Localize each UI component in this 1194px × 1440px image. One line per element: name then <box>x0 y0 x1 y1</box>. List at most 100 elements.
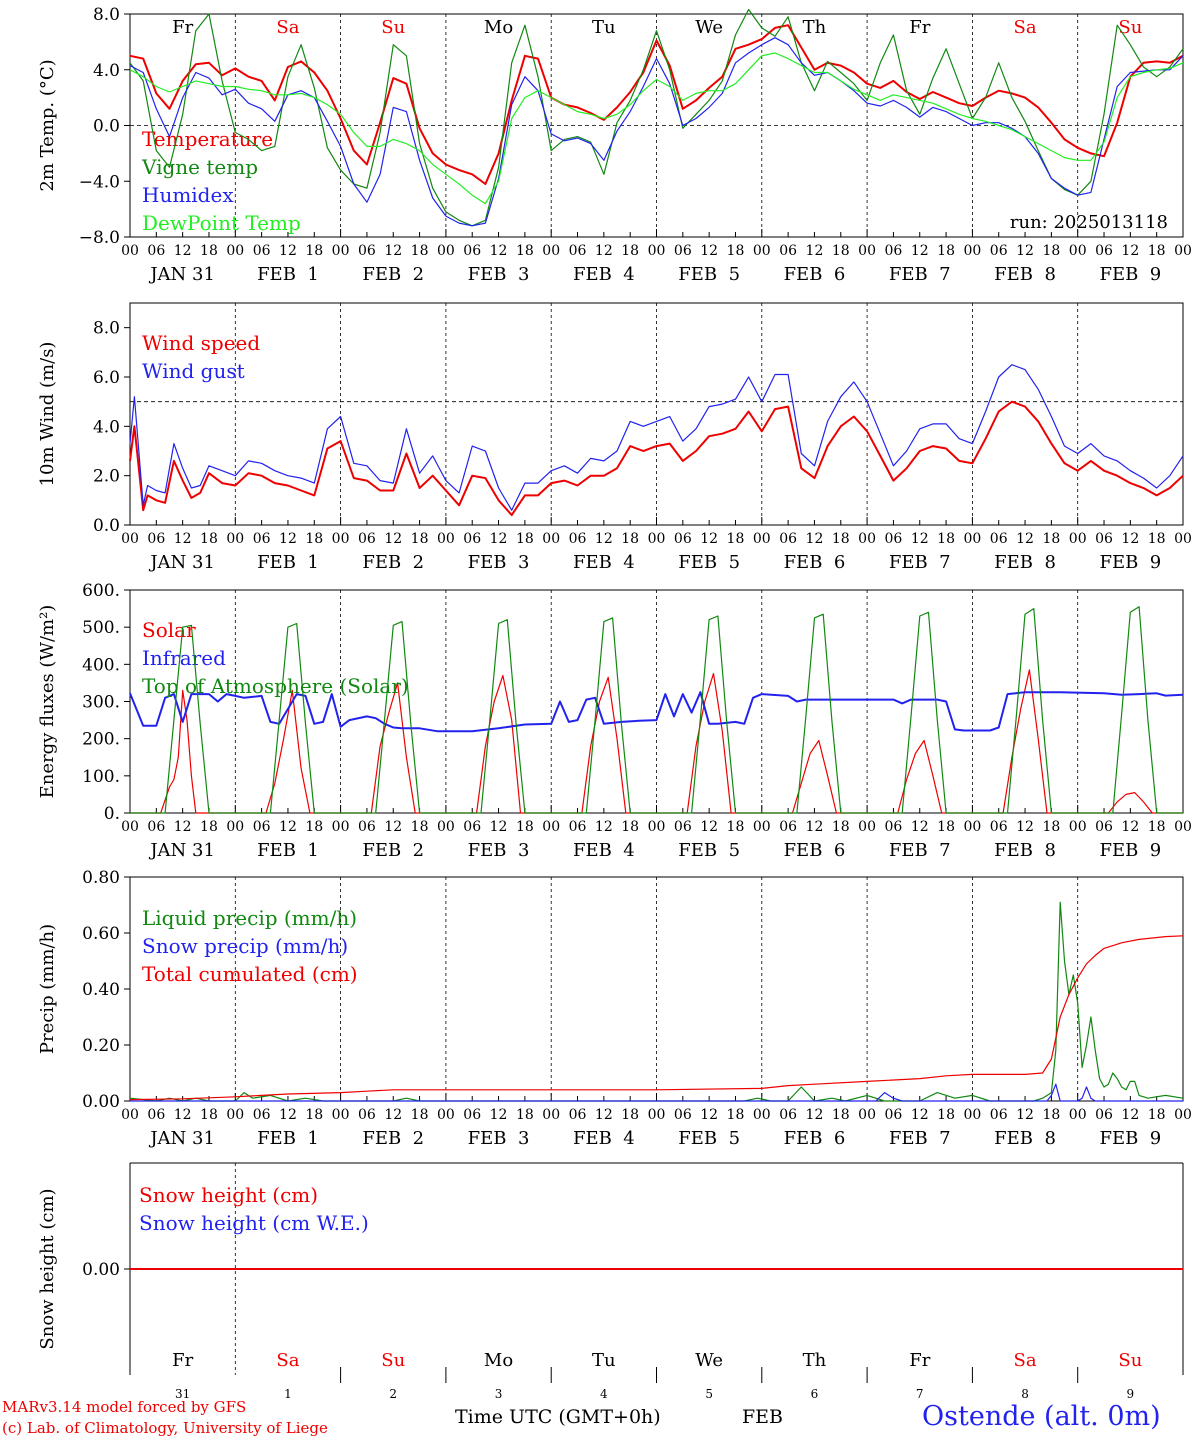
x-hour-label: 12 <box>700 1107 718 1123</box>
x-hour-label: 00 <box>121 531 139 547</box>
x-hour-label: 06 <box>779 819 797 835</box>
x-hour-label: 06 <box>674 1107 692 1123</box>
series-line-3 <box>130 606 1183 814</box>
x-hour-label: 06 <box>990 819 1008 835</box>
x-date-label: FEB 3 <box>468 552 530 573</box>
x-hour-label: 06 <box>674 531 692 547</box>
x-hour-label: 18 <box>1042 1107 1060 1123</box>
legend-entry: Temperature <box>142 127 273 151</box>
x-date-label: FEB 6 <box>784 264 846 285</box>
weekday-label: Sa <box>276 1350 299 1371</box>
legend-entry: Vigne temp <box>141 155 258 179</box>
day-number-label: 6 <box>811 1387 819 1401</box>
x-date-label: FEB 5 <box>678 840 740 861</box>
y-axis-label: Snow height (cm) <box>37 1188 58 1349</box>
weekday-label: We <box>695 17 723 38</box>
weekday-label: Fr <box>909 1350 930 1371</box>
x-hour-label: 06 <box>990 531 1008 547</box>
y-tick-label: 8.0 <box>93 319 120 339</box>
x-date-label: FEB 3 <box>468 840 530 861</box>
x-hour-label: 06 <box>1095 1107 1113 1123</box>
x-date-label: FEB 1 <box>257 264 319 285</box>
x-hour-label: 18 <box>1148 531 1166 547</box>
x-date-label: FEB 2 <box>362 1128 424 1149</box>
legend-entry: Top of Atmosphere (Solar) <box>142 674 409 698</box>
weekday-label: Su <box>381 17 405 38</box>
x-date-label: FEB 6 <box>784 1128 846 1149</box>
x-hour-label: 00 <box>1174 531 1192 547</box>
x-hour-label: 06 <box>463 1107 481 1123</box>
x-hour-label: 00 <box>858 531 876 547</box>
legend-entry: Wind gust <box>142 359 245 383</box>
weekday-label: Th <box>803 17 827 38</box>
y-tick-label: 0.0 <box>93 516 120 536</box>
x-hour-label: 00 <box>332 531 350 547</box>
x-hour-label: 18 <box>305 1107 323 1123</box>
x-hour-label: 00 <box>963 531 981 547</box>
weekday-label: Sa <box>276 17 299 38</box>
x-date-label: FEB 1 <box>257 552 319 573</box>
x-hour-label: 06 <box>1095 243 1113 259</box>
y-tick-label: 100. <box>82 767 120 787</box>
y-tick-label: 4.0 <box>93 417 120 437</box>
x-hour-label: 00 <box>753 531 771 547</box>
x-hour-label: 00 <box>121 819 139 835</box>
station-name: Ostende (alt. 0m) <box>922 1401 1161 1432</box>
model-credit: MARv3.14 model forced by GFS <box>2 1398 247 1416</box>
x-date-label: JAN 31 <box>148 840 215 861</box>
series-line-1 <box>129 901 1184 1102</box>
x-hour-label: 00 <box>648 243 666 259</box>
x-hour-label: 06 <box>358 243 376 259</box>
x-hour-label: 18 <box>1148 1107 1166 1123</box>
weekday-label: Tu <box>592 1350 616 1371</box>
x-hour-label: 18 <box>832 243 850 259</box>
legend-entry: Wind speed <box>142 331 260 355</box>
x-date-label: FEB 8 <box>994 840 1056 861</box>
x-hour-label: 12 <box>1121 1107 1139 1123</box>
weekday-label: Su <box>1118 17 1142 38</box>
y-tick-label: 500. <box>82 618 120 638</box>
x-hour-label: 12 <box>490 819 508 835</box>
x-hour-label: 18 <box>727 819 745 835</box>
x-hour-label: 00 <box>226 531 244 547</box>
x-hour-label: 12 <box>1121 531 1139 547</box>
x-hour-label: 00 <box>648 1107 666 1123</box>
x-hour-label: 06 <box>674 819 692 835</box>
x-date-label: FEB 5 <box>678 264 740 285</box>
series-line-1 <box>129 24 1184 185</box>
x-hour-label: 00 <box>753 819 771 835</box>
x-date-label: FEB 4 <box>573 840 635 861</box>
x-hour-label: 00 <box>437 1107 455 1123</box>
y-tick-label: 0.00 <box>82 1260 120 1280</box>
x-hour-label: 12 <box>490 531 508 547</box>
x-hour-label: 12 <box>595 531 613 547</box>
x-hour-label: 12 <box>911 819 929 835</box>
x-hour-label: 00 <box>963 819 981 835</box>
x-hour-label: 12 <box>806 1107 824 1123</box>
x-hour-label: 18 <box>516 243 534 259</box>
y-tick-label: 300. <box>82 693 120 713</box>
x-date-label: FEB 6 <box>784 840 846 861</box>
x-hour-label: 12 <box>174 243 192 259</box>
x-hour-label: 06 <box>147 531 165 547</box>
x-hour-label: 18 <box>516 1107 534 1123</box>
x-date-label: FEB 4 <box>573 1128 635 1149</box>
y-tick-label: 600. <box>82 581 120 601</box>
legend-entry: Total cumulated (cm) <box>142 962 358 986</box>
x-date-label: FEB 1 <box>257 840 319 861</box>
y-axis-label: 10m Wind (m/s) <box>37 342 58 487</box>
x-date-label: FEB 3 <box>468 1128 530 1149</box>
x-hour-label: 18 <box>1148 819 1166 835</box>
x-hour-label: 18 <box>305 819 323 835</box>
x-date-label: FEB 6 <box>784 552 846 573</box>
x-hour-label: 12 <box>911 243 929 259</box>
x-hour-label: 00 <box>1174 1107 1192 1123</box>
series-line-2 <box>130 1083 1183 1102</box>
x-hour-label: 12 <box>595 243 613 259</box>
x-hour-label: 12 <box>1016 243 1034 259</box>
x-date-label: JAN 31 <box>148 264 215 285</box>
x-hour-label: 12 <box>490 1107 508 1123</box>
x-date-label: FEB 2 <box>362 552 424 573</box>
x-hour-label: 06 <box>358 1107 376 1123</box>
x-date-label: FEB 7 <box>889 1128 951 1149</box>
